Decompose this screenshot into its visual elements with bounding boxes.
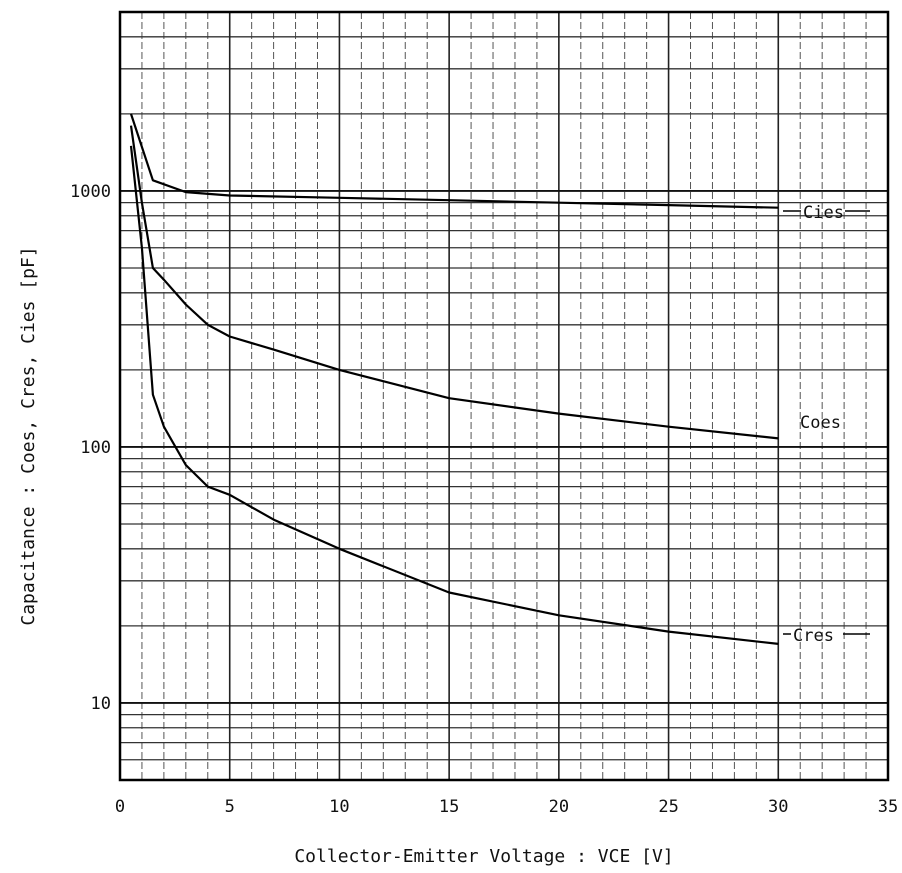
series-label-cres: Cres bbox=[793, 626, 834, 646]
series-label-cies: Cies bbox=[803, 203, 844, 223]
x-tick-label: 15 bbox=[439, 797, 459, 817]
x-tick-label: 30 bbox=[768, 797, 788, 817]
series-line-cres bbox=[131, 146, 778, 644]
grid-minor bbox=[120, 12, 888, 780]
y-tick-label: 1000 bbox=[70, 182, 111, 202]
x-tick-label: 0 bbox=[115, 797, 125, 817]
series-line-cies bbox=[131, 114, 778, 208]
series-label-coes: Coes bbox=[800, 413, 841, 433]
y-tick-label: 10 bbox=[91, 694, 111, 714]
x-tick-label: 25 bbox=[658, 797, 678, 817]
x-tick-label: 35 bbox=[878, 797, 898, 817]
grid-major bbox=[120, 12, 888, 780]
x-tick-label: 10 bbox=[329, 797, 349, 817]
series-layer: Cies Coes Cres bbox=[131, 114, 870, 646]
x-tick-label: 20 bbox=[549, 797, 569, 817]
series-line-coes bbox=[131, 126, 778, 439]
x-tick-label: 5 bbox=[225, 797, 235, 817]
plot-frame bbox=[120, 12, 888, 780]
x-tick-labels: 0 5 10 15 20 25 30 35 bbox=[115, 797, 898, 817]
x-axis-title: Collector-Emitter Voltage : VCE [V] bbox=[294, 846, 673, 867]
y-tick-labels: 10 100 1000 bbox=[70, 182, 111, 714]
y-tick-label: 100 bbox=[80, 438, 111, 458]
y-axis-title: Capacitance : Coes, Cres, Cies [pF] bbox=[18, 246, 39, 625]
